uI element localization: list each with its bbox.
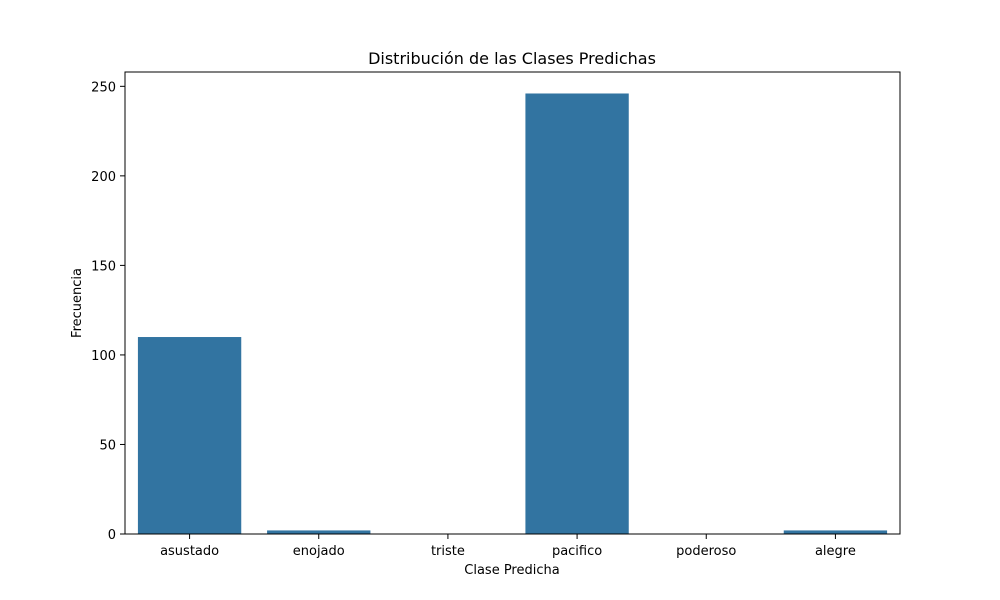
plot-area-frame <box>124 71 901 535</box>
x-tick-label: poderoso <box>676 544 736 559</box>
y-tick-label: 200 <box>91 170 116 185</box>
bars-group <box>137 93 888 534</box>
y-tick-label: 50 <box>99 438 116 453</box>
bar-asustado <box>137 337 242 534</box>
x-tick-label: asustado <box>160 544 219 559</box>
y-tick-label: 150 <box>91 259 116 274</box>
x-tick-label: triste <box>431 544 465 559</box>
y-tick-label: 0 <box>108 528 116 543</box>
x-axis-label: Clase Predicha <box>464 563 559 578</box>
bar-alegre <box>783 530 888 534</box>
chart-title: Distribución de las Clases Predichas <box>368 49 656 68</box>
y-axis: 0 50 100 150 200 250 <box>91 80 125 543</box>
x-axis: asustado enojado triste pacifico poderoso ale… <box>160 534 856 559</box>
y-tick-label: 100 <box>91 349 116 364</box>
x-tick-label: pacifico <box>552 544 602 559</box>
y-axis-label: Frecuencia <box>70 268 85 338</box>
y-tick-label: 250 <box>91 80 116 95</box>
x-tick-label: alegre <box>815 544 856 559</box>
x-tick-label: enojado <box>293 544 345 559</box>
bar-pacifico <box>525 93 629 534</box>
bar-enojado <box>267 530 371 534</box>
